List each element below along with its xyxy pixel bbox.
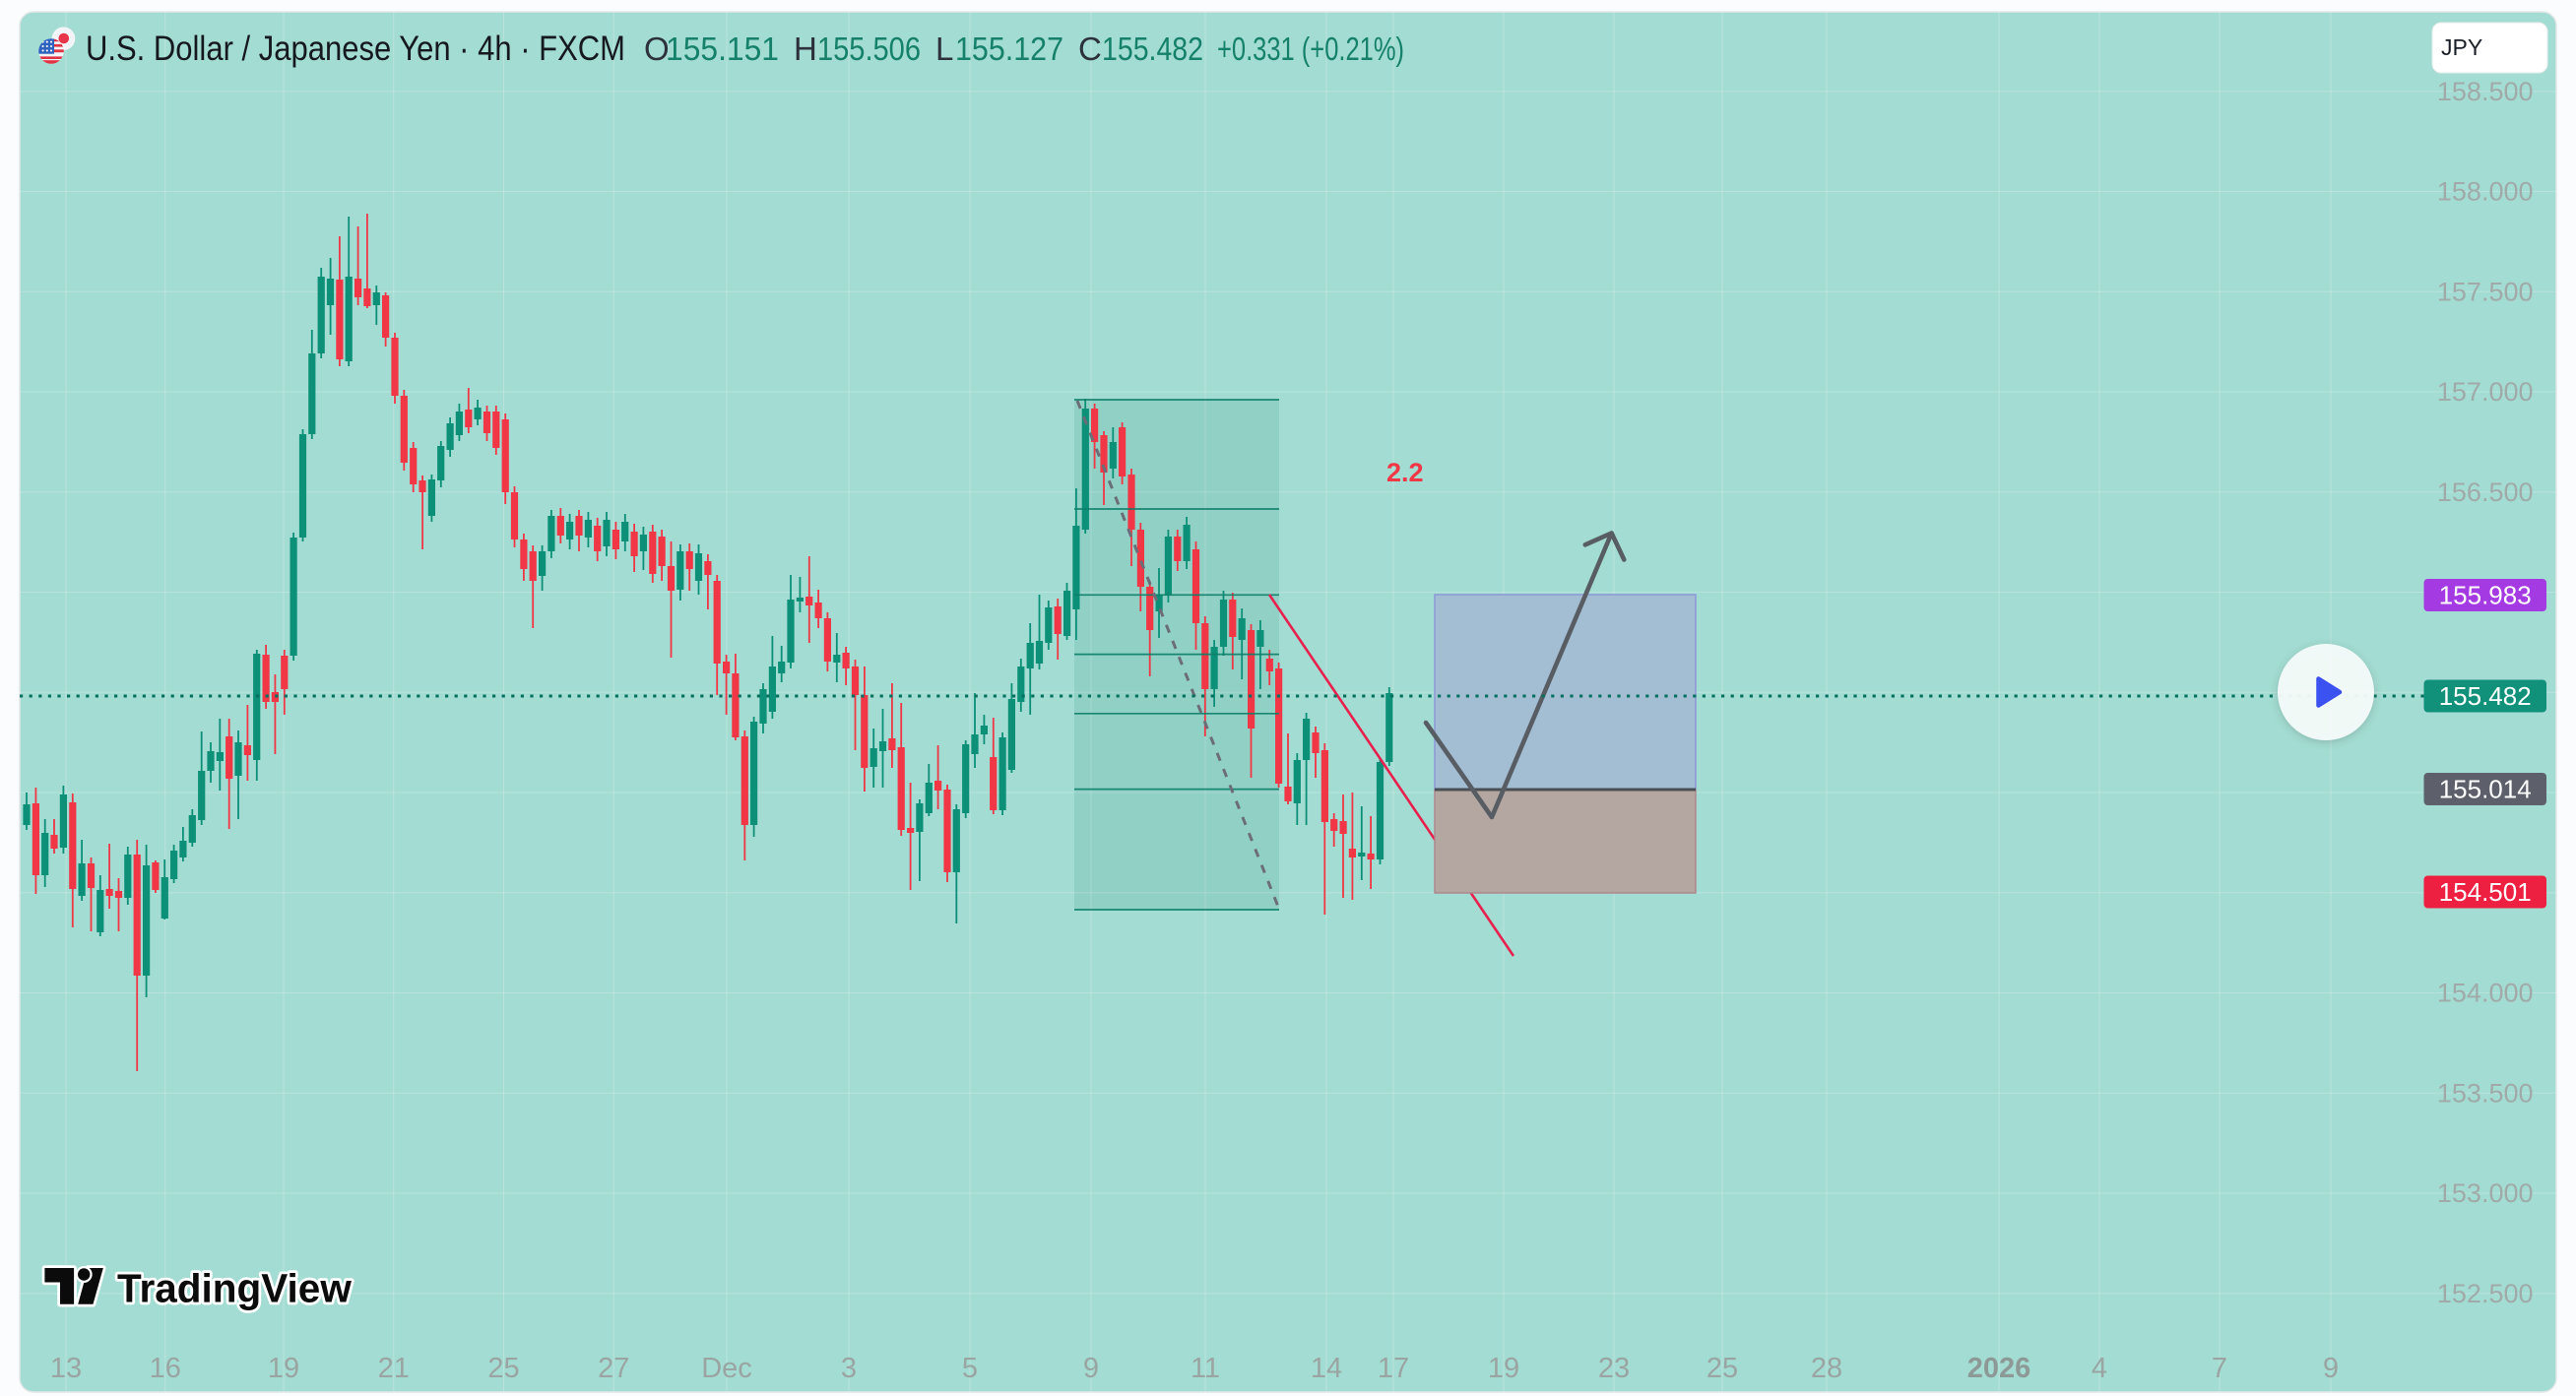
svg-text:157.000: 157.000: [2437, 377, 2534, 407]
svg-text:28: 28: [1811, 1353, 1842, 1384]
svg-text:158.000: 158.000: [2437, 177, 2534, 207]
svg-text:O: O: [644, 31, 670, 67]
svg-text:H: H: [794, 31, 817, 67]
svg-text:152.500: 152.500: [2437, 1279, 2534, 1308]
svg-text:16: 16: [150, 1353, 181, 1384]
svg-text:TradingView: TradingView: [117, 1266, 352, 1311]
svg-text:155.482: 155.482: [1102, 31, 1203, 67]
svg-text:9: 9: [2323, 1353, 2339, 1384]
svg-text:154.501: 154.501: [2439, 877, 2532, 907]
svg-text:5: 5: [962, 1353, 978, 1384]
svg-text:153.500: 153.500: [2437, 1078, 2534, 1108]
svg-text:9: 9: [1083, 1353, 1099, 1384]
svg-text:27: 27: [598, 1353, 629, 1384]
svg-text:13: 13: [50, 1353, 82, 1384]
svg-text:155.482: 155.482: [2439, 681, 2532, 711]
svg-text:4: 4: [2092, 1353, 2107, 1384]
svg-text:JPY: JPY: [2441, 34, 2482, 60]
svg-text:11: 11: [1191, 1353, 1220, 1384]
svg-text:157.500: 157.500: [2437, 277, 2534, 306]
svg-text:19: 19: [268, 1353, 299, 1384]
svg-text:25: 25: [487, 1353, 519, 1384]
svg-text:155.014: 155.014: [2439, 775, 2532, 804]
svg-text:Dec: Dec: [701, 1353, 752, 1384]
svg-text:154.000: 154.000: [2437, 979, 2534, 1008]
svg-text:23: 23: [1598, 1353, 1630, 1384]
svg-text:C: C: [1078, 31, 1102, 67]
svg-text:3: 3: [841, 1353, 857, 1384]
svg-text:153.000: 153.000: [2437, 1178, 2534, 1208]
svg-text:155.983: 155.983: [2439, 581, 2532, 610]
svg-text:2026: 2026: [1967, 1353, 2031, 1384]
svg-text:155.127: 155.127: [955, 31, 1063, 67]
svg-text:U.S. Dollar / Japanese Yen · 4: U.S. Dollar / Japanese Yen · 4h · FXCM: [86, 30, 625, 68]
svg-text:155.151: 155.151: [666, 31, 779, 67]
svg-text:14: 14: [1311, 1353, 1342, 1384]
svg-text:+0.331 (+0.21%): +0.331 (+0.21%): [1217, 31, 1404, 67]
svg-text:7: 7: [2212, 1353, 2227, 1384]
svg-text:21: 21: [378, 1353, 410, 1384]
svg-text:158.500: 158.500: [2437, 77, 2534, 106]
svg-text:19: 19: [1488, 1353, 1519, 1384]
svg-text:156.500: 156.500: [2437, 477, 2534, 507]
svg-text:17: 17: [1378, 1353, 1409, 1384]
svg-text:25: 25: [1707, 1353, 1738, 1384]
svg-text:155.506: 155.506: [817, 31, 921, 67]
svg-text:2.2: 2.2: [1386, 458, 1424, 487]
svg-text:L: L: [935, 31, 953, 67]
